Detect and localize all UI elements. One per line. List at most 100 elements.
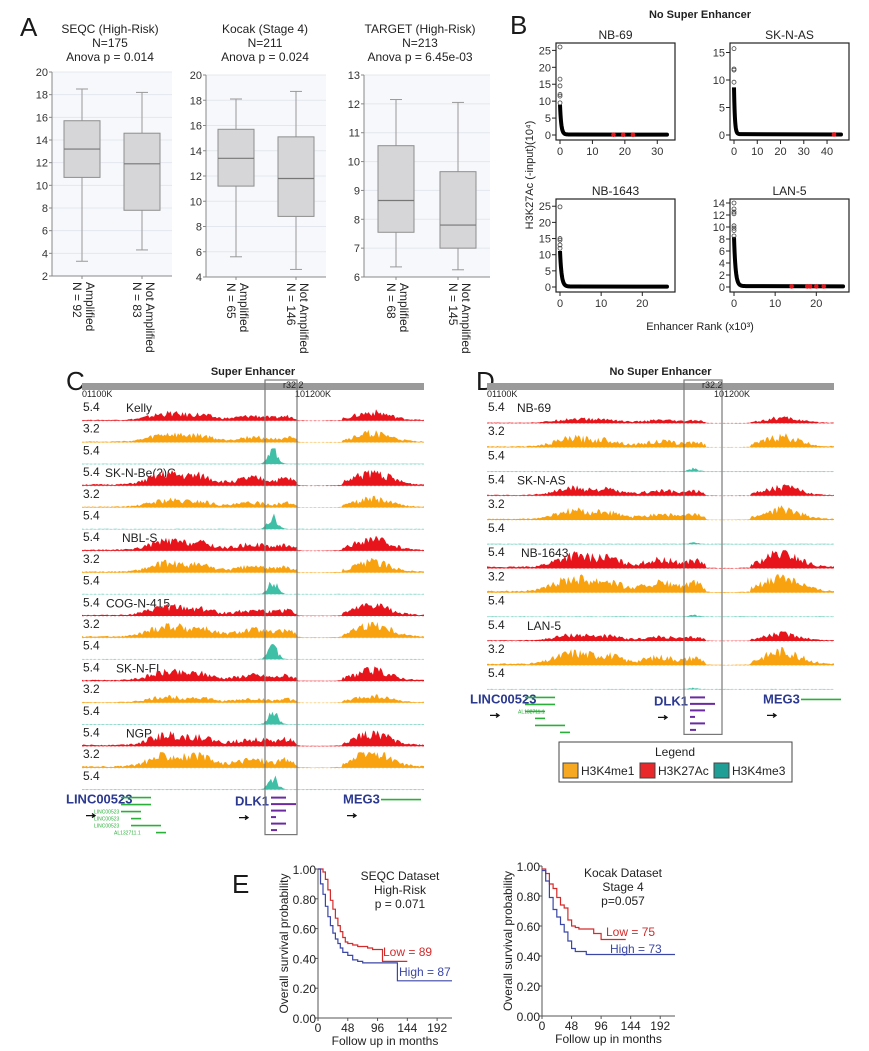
box-iqr xyxy=(123,132,161,211)
chart-title-line: N=175 xyxy=(92,36,128,50)
track-scale: 3.2 xyxy=(83,487,100,501)
enhancer-rank-panel: No Super Enhancer H3K27Ac (-input)(10⁴) En… xyxy=(524,9,850,333)
y-tick-label: 14 xyxy=(36,135,48,147)
h3k27ac-track xyxy=(487,416,834,424)
x-tick-label: 0 xyxy=(557,146,563,158)
legend-swatch xyxy=(639,762,656,779)
h3k4me3-track xyxy=(487,687,834,690)
outlier-point xyxy=(557,100,563,106)
y-tick-label: 14 xyxy=(190,146,202,158)
survival-seqc: 0.00 0.20 0.40 0.60 0.80 1.00 0 48 96 144 192Follo… xyxy=(277,863,452,1048)
h3k4me1-track xyxy=(82,694,424,703)
y-tick-label: 8 xyxy=(196,222,202,234)
y-tick-label: 0.80 xyxy=(517,890,541,904)
chart-title-line: Anova p = 0.024 xyxy=(221,50,309,64)
y-tick-label: 14 xyxy=(713,198,725,210)
outlier-point xyxy=(557,76,563,82)
outlier-point xyxy=(731,46,737,52)
survival-kocak: 0.00 0.20 0.40 0.60 0.80 1.00 0 48 96 144 192Follo… xyxy=(501,860,675,1046)
dlk1-enhancer-point xyxy=(620,132,626,137)
x-tick-label: 0 xyxy=(315,1021,322,1035)
subplot-title: LAN-5 xyxy=(772,184,806,198)
track-scale: 5.4 xyxy=(488,618,505,632)
sample-name: Kelly xyxy=(126,401,152,415)
y-tick-label: 0 xyxy=(545,130,551,142)
track-scale: 5.4 xyxy=(83,595,100,609)
subplot-title: NB-1643 xyxy=(592,184,640,198)
chart-title-line: High-Risk xyxy=(374,883,427,897)
h3k4me1-track xyxy=(82,622,424,638)
sample-name: NGP xyxy=(126,727,152,741)
track-scale: 5.4 xyxy=(83,574,100,588)
chart-title-line: N=211 xyxy=(248,36,283,50)
x-tick-label: 48 xyxy=(341,1021,355,1035)
track-scale: 5.4 xyxy=(83,704,100,718)
h3k27ac-track xyxy=(82,603,424,616)
outlier-point xyxy=(557,236,563,241)
x-tick-label: 10 xyxy=(595,298,607,310)
gene-label-dlk1: DLK1 xyxy=(654,693,688,708)
enhancer-curve xyxy=(732,235,846,289)
subplot-frame xyxy=(555,198,676,293)
chart-title-line: N=213 xyxy=(402,36,438,50)
x-tick-label: Not Amplified xyxy=(297,283,311,354)
strand-arrow-icon xyxy=(239,815,250,821)
dlk1-enhancer-point xyxy=(630,132,636,137)
track-scale: 5.4 xyxy=(83,443,100,457)
h3k4me1-track xyxy=(82,495,424,508)
x-tick-label: Amplified xyxy=(83,282,97,331)
outlier-point xyxy=(557,204,563,210)
chart-title-line: Kocak (Stage 4) xyxy=(222,22,308,36)
series-label-high: High = 87 xyxy=(399,965,451,979)
y-tick-label: 12 xyxy=(36,158,48,170)
x-axis-label: Follow up in months xyxy=(555,1032,662,1046)
h3k4me1-track xyxy=(82,557,424,573)
chart-title-line: p = 0.071 xyxy=(375,897,426,911)
legend-swatch xyxy=(713,762,730,779)
sample-name: LAN-5 xyxy=(527,619,561,633)
y-tick-label: 4 xyxy=(719,258,725,270)
y-tick-label: 10 xyxy=(713,75,725,87)
chromosome-ruler xyxy=(82,383,424,390)
h3k27ac-track xyxy=(82,535,424,551)
y-tick-label: 20 xyxy=(539,217,551,229)
h3k27ac-track xyxy=(82,730,424,747)
x-tick-label: 192 xyxy=(650,1019,670,1033)
x-tick-label: 20 xyxy=(774,146,786,158)
y-tick-label: 0.60 xyxy=(517,920,541,934)
y-tick-label: 6 xyxy=(42,226,48,238)
track-scale: 5.4 xyxy=(83,769,100,783)
strand-arrow-icon xyxy=(86,813,97,819)
track-scale: 5.4 xyxy=(488,521,505,535)
y-tick-label: 0.80 xyxy=(293,893,317,907)
sample-name: SK-N-FI xyxy=(116,661,159,675)
x-tick-label: 0 xyxy=(557,298,563,310)
gene-label-meg3: MEG3 xyxy=(763,691,800,706)
outlier-point xyxy=(731,223,737,229)
sample-name: SK-N-AS xyxy=(517,474,566,488)
survival-curve-high xyxy=(542,869,675,956)
x-tick-label: 144 xyxy=(621,1019,641,1033)
dlk1-enhancer-point xyxy=(821,284,827,289)
track-scale: 5.4 xyxy=(488,666,505,680)
panel-title: No Super Enhancer xyxy=(609,366,712,378)
y-tick-label: 4 xyxy=(42,248,48,260)
y-tick-label: 25 xyxy=(539,45,551,57)
subplot-title: SK-N-AS xyxy=(765,28,814,42)
x-tick-label: Not Amplified xyxy=(459,283,473,354)
chart-title-line: SEQC (High-Risk) xyxy=(61,22,158,36)
y-tick-label: 12 xyxy=(348,99,360,111)
x-tick-n-label: N = 145 xyxy=(446,283,460,326)
x-tick-n-label: N = 65 xyxy=(224,283,238,319)
y-tick-label: 10 xyxy=(539,250,551,262)
y-axis-label: Overall survival probability xyxy=(277,873,291,1013)
panel-title: Super Enhancer xyxy=(211,366,296,378)
chart-title-line: TARGET (High-Risk) xyxy=(365,22,476,36)
track-scale: 3.2 xyxy=(488,569,505,583)
dlk1-enhancer-point xyxy=(814,284,819,289)
track-scale: 3.2 xyxy=(83,682,100,696)
x-tick-label: 0 xyxy=(731,298,737,310)
enhancer-curve xyxy=(558,103,669,137)
outlier-point xyxy=(731,67,737,73)
